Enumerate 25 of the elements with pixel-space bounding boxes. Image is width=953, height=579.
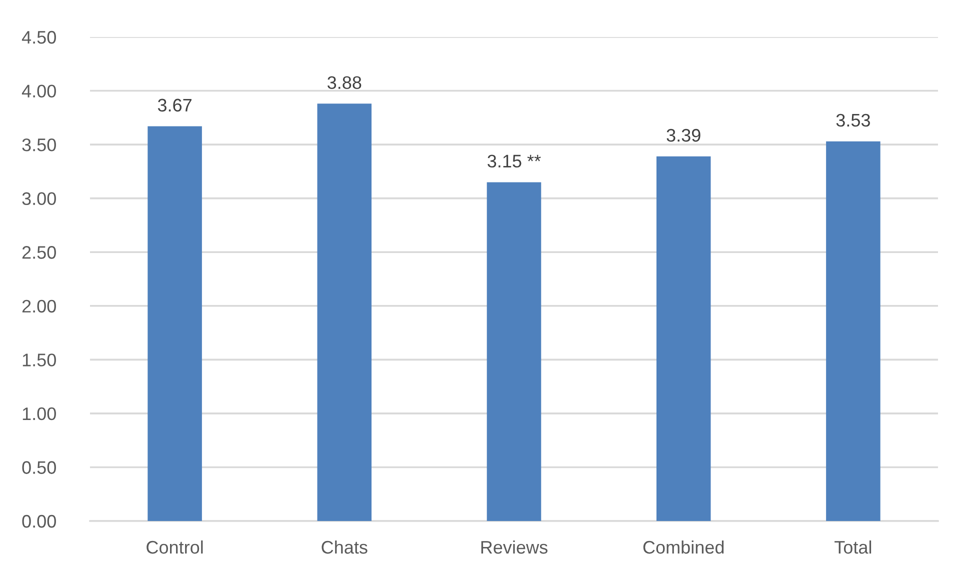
data-label: 3.15 ** (488, 154, 541, 168)
y-tick-label: 3.50 (22, 138, 56, 152)
y-tick-label: 1.00 (22, 407, 56, 420)
y-tick-label: 2.00 (22, 300, 56, 313)
data-label: 3.39 (666, 128, 700, 142)
y-tick-label: 4.50 (22, 30, 56, 44)
x-tick-label: Total (834, 540, 872, 554)
x-tick-label: Chats (322, 540, 368, 554)
y-tick-label: 1.50 (22, 354, 56, 366)
data-label: 3.53 (836, 114, 870, 127)
y-tick-label: 2.50 (22, 246, 56, 259)
x-tick-label: Control (146, 540, 203, 554)
x-tick-label: Combined (643, 540, 724, 554)
y-tick-label: 4.00 (22, 84, 56, 98)
y-tick-label: 0.50 (22, 461, 56, 474)
x-tick-label: Reviews (481, 540, 548, 554)
bar (317, 104, 372, 521)
bar (826, 141, 880, 521)
bar (486, 182, 542, 521)
bar (148, 126, 202, 521)
data-label: 3.67 (158, 98, 192, 112)
y-tick-label: 0.00 (22, 514, 56, 528)
y-tick-label: 3.00 (22, 192, 56, 206)
bar (656, 156, 711, 521)
data-label: 3.88 (328, 76, 362, 90)
